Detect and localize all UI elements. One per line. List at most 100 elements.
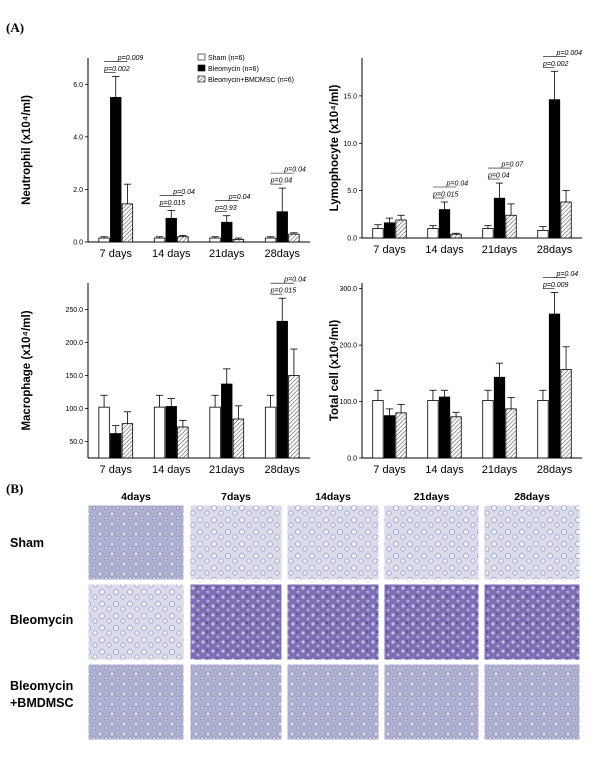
histology-image [483,663,581,741]
p-value-label: p=0.04 [283,167,306,174]
p-value-label: p=0.04 [283,277,306,284]
x-category-label: 14 days [425,464,464,476]
bar-sham-3 [209,237,221,243]
panel-b-label: (B) [6,481,23,496]
bar-bleomycin+bmdmsc-2 [177,426,189,459]
bar-bleomycin+bmdmsc-4 [560,201,572,239]
histology-row-label: Bleomycin [10,613,73,627]
y-tick-label: 10.0 [343,141,357,148]
histology-row-label: Sham [10,536,44,550]
chart-4: 0.0 100.0 200.0 300.0 Total cell (x10⁴/ml) 7 … [329,271,582,476]
x-category-label: 28days [265,248,301,260]
x-category-label: 21days [209,464,245,476]
bar-sham-4 [264,237,277,243]
bar-bleomycin+bmdmsc-3 [505,408,517,459]
histology-column-label: 21days [414,491,450,503]
bar-bleomycin-1 [383,222,396,239]
y-tick-label: 200.0 [339,343,357,350]
bar-bleomycin-1 [383,415,396,459]
p-value-label: p=0.04 [172,189,195,196]
bar-bleomycin-2 [438,396,451,459]
legend: Sham (n=6) Bleomycin (n=6) Bleomycin+BMDMS… [197,53,294,84]
histology-image [189,583,283,661]
y-tick-label: 300.0 [339,286,357,293]
bar-sham-1 [98,406,110,459]
p-value-label: p=0.93 [214,205,237,212]
x-category-label: 21days [209,248,245,260]
histology-row-label: Bleomycin [10,679,73,693]
p-value-label: p=0.04 [487,173,510,180]
bar-bleomycin-3 [221,383,233,459]
bar-bleomycin+bmdmsc-4 [288,375,300,459]
bar-bleomycin-1 [110,433,122,459]
y-tick-label: 250.0 [65,307,83,314]
bar-bleomycin-3 [493,376,506,459]
bar-sham-1 [98,237,110,243]
x-category-label: 7 days [373,244,406,256]
y-axis-title: Neutrophil (x10⁴/ml) [21,95,33,205]
p-value-label: p=0.002 [542,61,569,68]
p-value-label: p=0.04 [446,181,469,188]
bar-bleomycin-4 [548,313,561,459]
histology-row-label: +BMDMSC [10,696,74,710]
bar-bleomycin+bmdmsc-3 [232,238,245,243]
legend-swatch [197,64,206,72]
bar-bleomycin+bmdmsc-3 [232,418,245,459]
x-category-label: 28days [537,244,573,256]
p-value-label: p=0.04 [270,178,293,185]
legend-swatch [197,75,206,83]
histology-image [286,583,380,661]
bar-bleomycin-4 [276,320,288,459]
bar-sham-3 [209,406,221,459]
bar-sham-2 [153,237,166,243]
bar-bleomycin-4 [276,211,288,243]
bar-bleomycin+bmdmsc-4 [288,233,300,243]
p-value-label: p=0.04 [556,271,579,278]
bar-bleomycin+bmdmsc-2 [450,416,462,459]
y-tick-label: 0.0 [347,236,357,243]
bar-bleomycin-2 [165,217,177,243]
x-category-label: 21days [482,464,518,476]
bar-bleomycin+bmdmsc-4 [560,368,572,459]
histology-column-label: 28days [514,491,550,503]
bar-bleomycin+bmdmsc-1 [395,219,407,239]
bar-sham-1 [372,400,384,459]
histology-column-label: 7days [221,491,251,503]
p-value-label: p=0.015 [159,200,186,207]
histology-column-label: 14days [315,491,351,503]
legend-label: Bleomycin (n=6) [208,66,259,73]
y-tick-label: 0.0 [347,456,357,463]
x-category-label: 28days [537,464,573,476]
p-value-label: p=0.04 [228,194,251,201]
bar-bleomycin-3 [221,221,233,243]
panel-a-label: (A) [6,20,24,35]
bar-bleomycin+bmdmsc-1 [121,203,134,243]
bar-sham-3 [482,400,494,459]
y-tick-label: 150.0 [65,373,83,380]
x-category-label: 14 days [152,248,191,260]
y-axis-title: Total cell (x10⁴/ml) [329,320,341,422]
y-tick-label: 5.0 [347,188,357,195]
bar-bleomycin+bmdmsc-2 [177,236,189,243]
bar-bleomycin-4 [548,99,561,239]
y-tick-label: 15.0 [343,93,357,100]
bar-sham-3 [482,228,494,239]
histology-image [483,504,581,581]
bar-sham-1 [372,228,384,239]
x-category-label: 28days [265,464,301,476]
histology-image [189,504,283,581]
bar-bleomycin-2 [438,209,451,239]
bar-sham-4 [537,400,549,459]
histology-image [87,504,185,581]
bar-bleomycin+bmdmsc-3 [505,214,517,239]
x-category-label: 14 days [152,464,191,476]
x-category-label: 7 days [373,464,406,476]
y-tick-label: 50.0 [69,439,83,446]
bar-sham-2 [427,400,439,459]
histology-image [383,504,480,581]
x-category-label: 7 days [100,464,133,476]
bar-sham-2 [153,406,166,459]
histology-column-label: 4days [121,491,151,503]
histology-image [87,663,185,741]
